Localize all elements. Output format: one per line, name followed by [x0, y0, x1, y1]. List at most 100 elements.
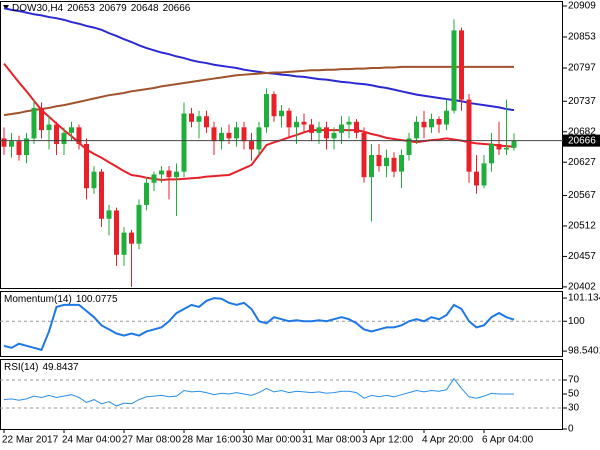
title-open: 20653	[67, 3, 95, 14]
candle-body	[444, 110, 449, 125]
candle-body	[144, 182, 149, 205]
candle-body	[181, 113, 187, 172]
candle-body	[459, 30, 464, 100]
y-tick-label: 20797	[568, 63, 596, 74]
y-tick-label: 20457	[568, 251, 596, 262]
y-tick-label: 20402	[568, 282, 596, 293]
candle-body	[414, 121, 419, 139]
candle-body	[76, 127, 82, 144]
candle-body	[316, 127, 322, 133]
candle-body	[24, 138, 29, 156]
x-tick-label: 24 Mar 04:00	[62, 435, 121, 446]
candle-body	[204, 116, 209, 128]
candle-body	[294, 121, 299, 128]
x-tick-label: 4 Apr 20:00	[422, 435, 474, 446]
y-tick-label: 98.5401	[568, 346, 600, 357]
candle-body	[286, 110, 292, 128]
candle-body	[331, 132, 337, 139]
candle-body	[151, 174, 157, 183]
y-tick-label: 70	[568, 375, 580, 386]
candle-body	[256, 127, 262, 150]
candle-body	[69, 127, 74, 133]
indicator-value: 100.0775	[76, 294, 118, 305]
candle-body	[31, 107, 37, 139]
current-price-label: 20666	[568, 135, 596, 146]
y-tick-label: 20737	[568, 96, 596, 107]
x-tick-label: 3 Apr 12:00	[362, 435, 414, 446]
candle-body	[466, 99, 472, 172]
candle-body	[241, 127, 247, 142]
candle-body	[84, 143, 89, 189]
y-tick-label: 20853	[568, 32, 596, 43]
y-tick-label: 20682	[568, 126, 596, 137]
collapse-arrow	[3, 5, 9, 10]
candle-body	[114, 210, 119, 255]
x-tick-label: 27 Mar 08:00	[122, 435, 181, 446]
candle-body	[489, 143, 494, 164]
candle-body	[481, 163, 487, 186]
candle-body	[399, 155, 404, 172]
y-tick-label: 100	[568, 316, 585, 327]
candle-body	[174, 171, 179, 178]
candle-body	[234, 127, 239, 139]
indicator-line	[3, 297, 515, 352]
candle-body	[361, 132, 367, 178]
candle-body	[346, 121, 352, 125]
y-tick-label: 20512	[568, 221, 596, 232]
candle-body	[106, 210, 112, 219]
candle-body	[391, 157, 397, 172]
title-symbol: DOW30,H4	[12, 3, 64, 14]
candle-body	[129, 232, 134, 244]
moving-average	[3, 65, 514, 117]
x-tick-label: 6 Apr 04:00	[482, 435, 534, 446]
candle-body	[429, 119, 434, 128]
candle-body	[271, 94, 277, 117]
candle-body	[369, 155, 374, 178]
candle-body	[219, 132, 224, 142]
y-tick-label: 101.1348	[568, 293, 600, 304]
candle-body	[166, 170, 172, 178]
candle-body	[54, 124, 59, 144]
candle-body	[91, 171, 97, 189]
candle-body	[511, 140, 517, 148]
candle-body	[211, 127, 217, 142]
candle-body	[99, 171, 104, 219]
candle-body	[339, 124, 344, 133]
candle-body	[196, 116, 202, 122]
panel-frame	[0, 359, 563, 430]
indicator-name: Momentum(14)	[4, 294, 72, 305]
title-close: 20666	[163, 3, 191, 14]
candle-body	[159, 170, 164, 175]
panel-title: Momentum(14) 100.0775	[4, 294, 118, 305]
candle-body	[451, 30, 457, 111]
candle-body	[279, 110, 284, 117]
title-low: 20648	[131, 3, 159, 14]
panel-frame	[0, 291, 563, 357]
candle-body	[496, 143, 502, 150]
current-price-box	[563, 134, 600, 147]
candle-body	[9, 141, 14, 147]
candle-body	[61, 132, 67, 144]
candle-body	[16, 141, 22, 156]
candle-body	[264, 94, 269, 128]
y-tick-label: 0	[568, 424, 574, 435]
candle-body	[324, 127, 329, 139]
candle-body	[121, 232, 127, 255]
candle-body	[309, 124, 314, 133]
y-tick-label: 20567	[568, 190, 596, 201]
y-tick-label: 30	[568, 403, 580, 414]
x-tick-label: 22 Mar 2017	[2, 435, 59, 446]
candle-body	[249, 141, 254, 150]
moving-average	[3, 7, 515, 112]
x-tick-label: 31 Mar 08:00	[302, 435, 361, 446]
candle-body	[376, 155, 382, 167]
candle-body	[136, 204, 142, 244]
candle-body	[421, 121, 427, 128]
panel-frame	[0, 1, 563, 289]
candle-body	[39, 107, 44, 131]
candle-body	[406, 138, 412, 156]
candle-body	[384, 157, 389, 167]
x-tick-label: 28 Mar 16:00	[182, 435, 241, 446]
indicator-line	[3, 377, 515, 407]
